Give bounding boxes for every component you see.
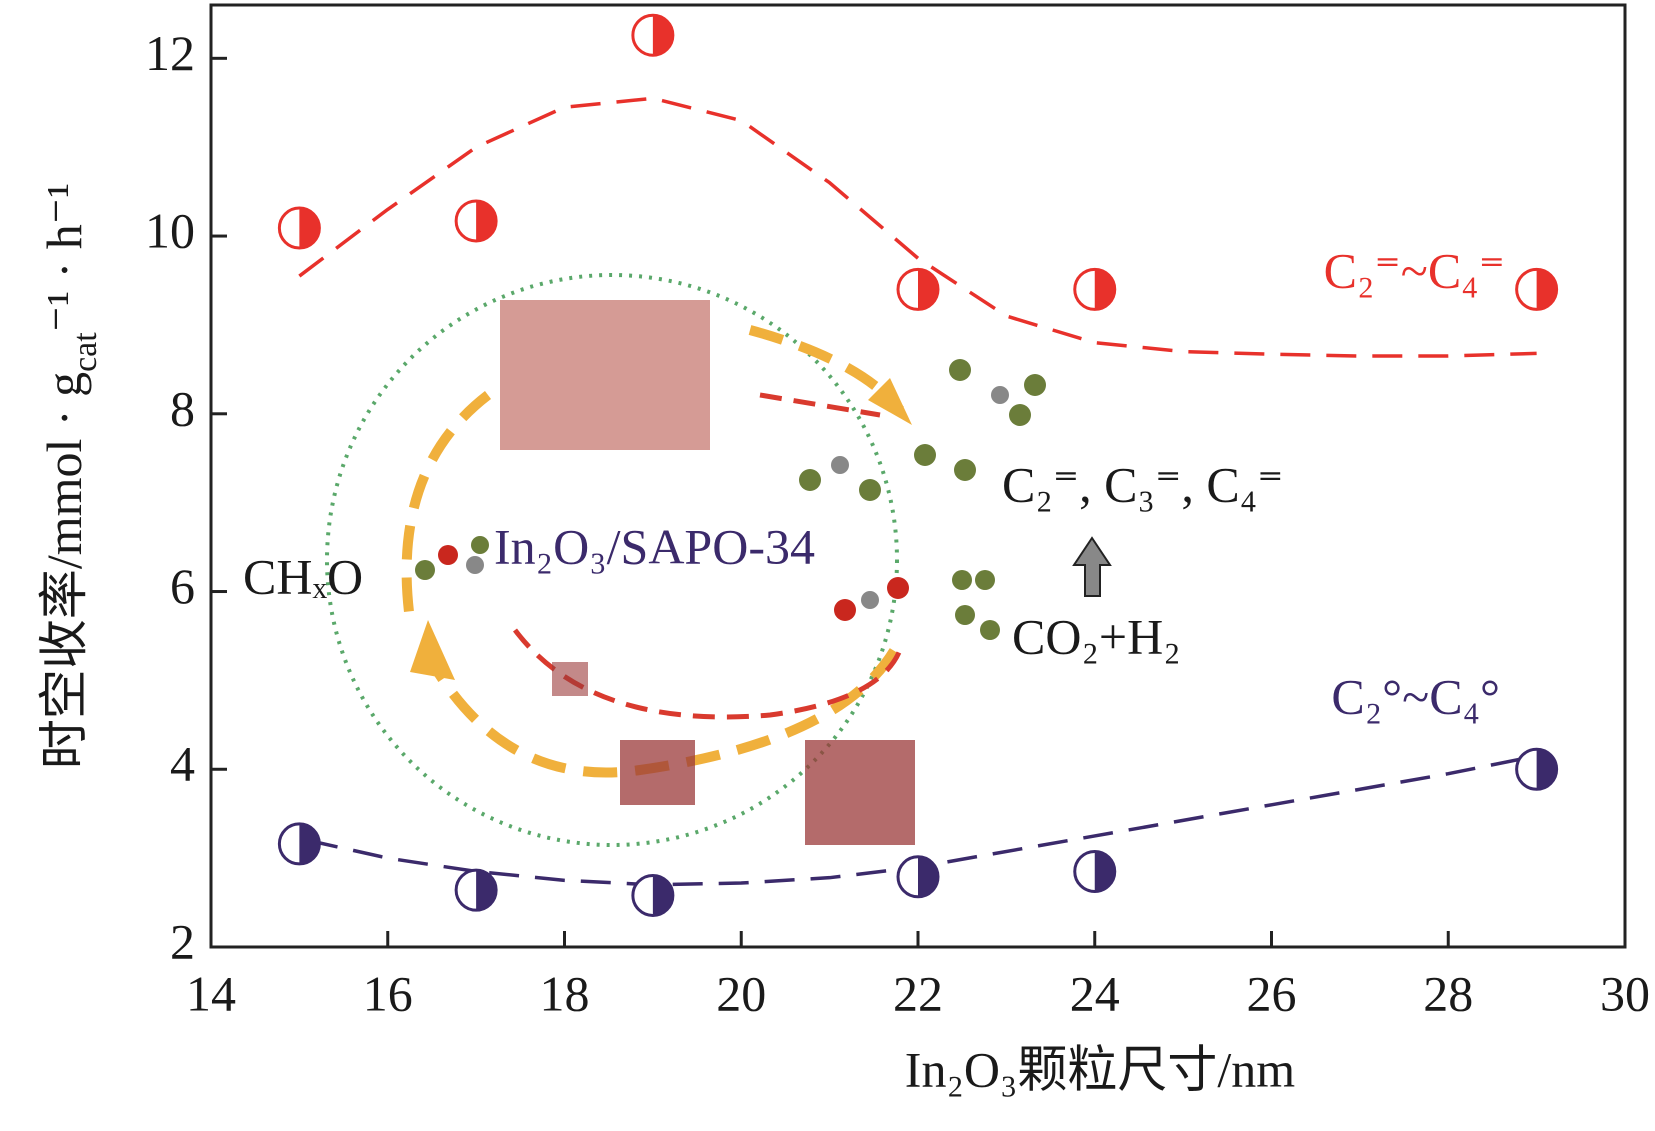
marker-fill bbox=[1094, 851, 1115, 892]
data-point bbox=[277, 822, 321, 866]
legend-label: C₂⁼~C₄⁼ bbox=[1324, 242, 1505, 298]
y-tick-label: 10 bbox=[145, 203, 195, 259]
data-point bbox=[1515, 267, 1559, 311]
data-point bbox=[631, 873, 675, 917]
x-tick-label: 26 bbox=[1247, 965, 1297, 1021]
data-point bbox=[896, 267, 940, 311]
x-tick-label: 20 bbox=[716, 965, 766, 1021]
fit-curve bbox=[298, 96, 1537, 358]
annotation: CHₓO bbox=[243, 548, 363, 604]
zeolite-framework bbox=[500, 300, 710, 450]
data-point bbox=[1515, 747, 1559, 791]
data-point bbox=[277, 206, 321, 250]
legend-label: C₂°~C₄° bbox=[1331, 668, 1500, 724]
data-point bbox=[454, 199, 498, 243]
marker-fill bbox=[476, 870, 497, 911]
marker-fill bbox=[1094, 269, 1115, 310]
annotation: CO₂+H₂ bbox=[1012, 608, 1181, 664]
data-point bbox=[631, 13, 675, 57]
marker-fill bbox=[652, 15, 673, 56]
x-tick-label: 18 bbox=[540, 965, 590, 1021]
y-axis-title-part: ⁻¹ · h⁻¹ bbox=[36, 183, 92, 332]
marker-fill bbox=[1536, 269, 1557, 310]
x-tick-label: 14 bbox=[186, 965, 236, 1021]
marker-fill bbox=[652, 875, 673, 916]
marker-fill bbox=[476, 200, 497, 241]
reaction-arrow bbox=[1072, 536, 1112, 597]
x-tick-label: 22 bbox=[893, 965, 943, 1021]
x-tick-label: 28 bbox=[1423, 965, 1473, 1021]
in2o3-particle bbox=[552, 662, 588, 696]
fit-curve bbox=[307, 754, 1537, 887]
marker-fill bbox=[918, 269, 938, 310]
marker-fill bbox=[918, 856, 938, 897]
y-axis-title: 时空收率/mmol · gcat⁻¹ · h⁻¹ bbox=[36, 183, 104, 769]
arrow-head bbox=[410, 620, 455, 680]
y-tick-label: 8 bbox=[170, 380, 195, 436]
data-point bbox=[896, 855, 940, 899]
in2o3-particle bbox=[805, 740, 915, 845]
inset-illustration bbox=[325, 273, 1112, 847]
y-tick-label: 6 bbox=[170, 558, 195, 614]
y-tick-label: 2 bbox=[170, 913, 195, 969]
in2o3-particle bbox=[620, 740, 695, 805]
data-point bbox=[454, 868, 498, 912]
y-tick-label: 12 bbox=[145, 25, 195, 81]
cycle-arrow bbox=[513, 628, 903, 720]
annotation: C₂⁼, C₃⁼, C₄⁼ bbox=[1002, 456, 1284, 512]
marker-fill bbox=[299, 208, 320, 249]
cycle-ring bbox=[325, 273, 899, 847]
x-tick-label: 24 bbox=[1070, 965, 1120, 1021]
annotation: In₂O₃/SAPO-34 bbox=[494, 518, 815, 574]
molecules bbox=[415, 359, 1046, 640]
data-point bbox=[1073, 849, 1117, 893]
arrow-head bbox=[868, 378, 912, 425]
data-point bbox=[1073, 267, 1117, 311]
cycle-arrow bbox=[759, 392, 881, 418]
y-axis-title-part: cat bbox=[67, 332, 104, 372]
y-axis-title-part: 时空收率/mmol · g bbox=[36, 372, 92, 769]
marker-fill bbox=[1536, 749, 1557, 790]
marker-fill bbox=[299, 823, 320, 864]
x-tick-label: 16 bbox=[363, 965, 413, 1021]
cycle-arrow bbox=[401, 391, 492, 621]
x-axis-title: In₂O₃颗粒尺寸/nm bbox=[905, 1041, 1296, 1097]
y-tick-label: 4 bbox=[170, 736, 195, 792]
x-tick-label: 30 bbox=[1600, 965, 1650, 1021]
